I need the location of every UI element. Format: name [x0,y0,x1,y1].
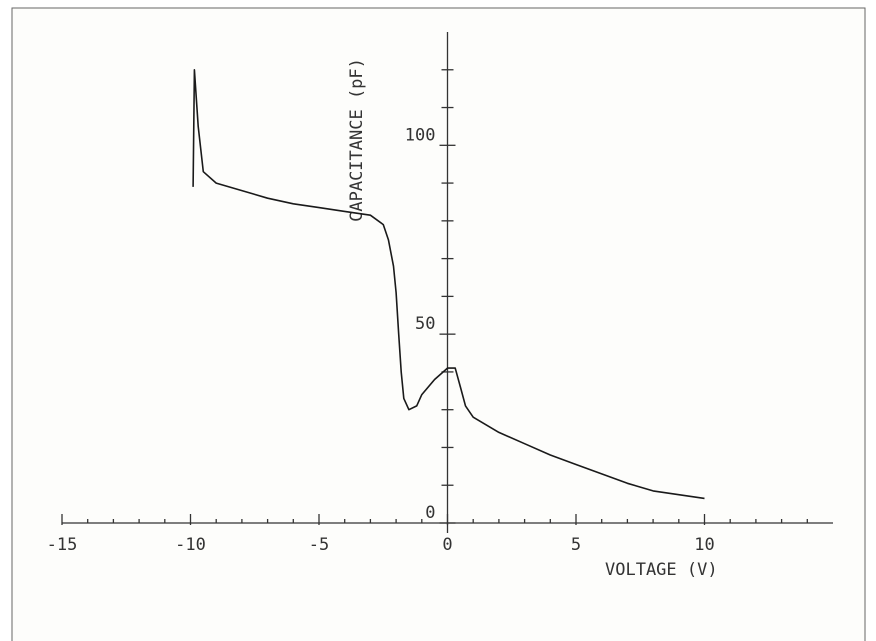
x-tick-label: 0 [442,535,452,555]
x-tick-label: -10 [175,535,206,555]
y-tick-label: 50 [415,314,435,334]
x-tick-label: -5 [309,535,329,555]
y-tick-label: 100 [405,125,436,145]
frame [12,8,865,641]
x-tick-label: 10 [694,535,714,555]
chart: VOLTAGE (V) CAPACITANCE (pF) -15 -10 -5 0 5 1… [0,0,876,641]
y-axis-label: CAPACITANCE (pF) [347,58,367,222]
x-tick-label: -15 [47,535,78,555]
x-tick-label: 5 [571,535,581,555]
x-axis-label: VOLTAGE (V) [605,560,718,580]
page: VOLTAGE (V) CAPACITANCE (pF) -15 -10 -5 0 5 1… [0,0,876,641]
y-tick-label: 0 [425,503,435,523]
